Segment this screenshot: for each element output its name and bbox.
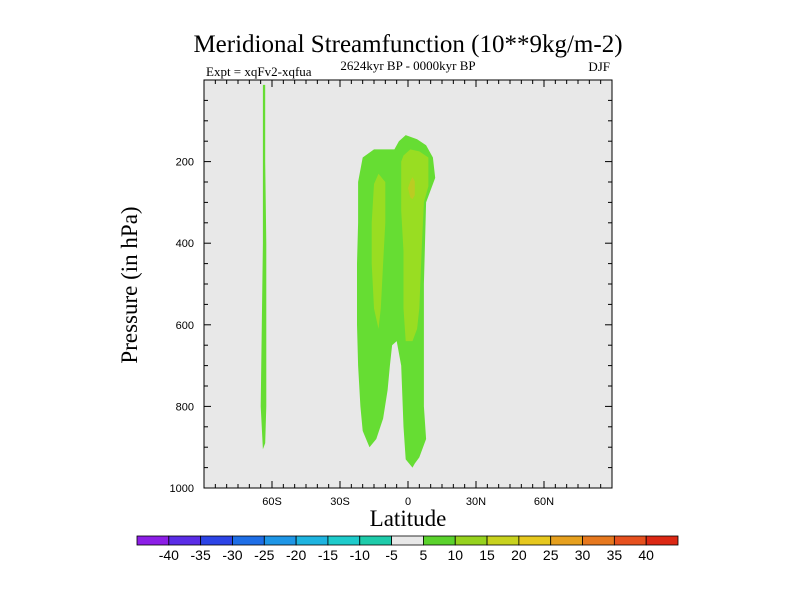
colorbar-label: 35 bbox=[607, 547, 623, 563]
colorbar-swatch bbox=[359, 535, 392, 546]
colorbar-label: -25 bbox=[254, 547, 274, 563]
colorbar-swatch bbox=[550, 535, 583, 546]
colorbar-swatch bbox=[645, 535, 679, 546]
colorbar-label: -15 bbox=[318, 547, 338, 563]
contour-region-4 bbox=[408, 177, 415, 200]
colorbar-label: -20 bbox=[286, 547, 306, 563]
colorbar-swatch bbox=[582, 535, 615, 546]
colorbar-label: 20 bbox=[511, 547, 527, 563]
y-tick-label: 400 bbox=[176, 238, 194, 250]
x-tick-label: 60N bbox=[534, 496, 554, 508]
contour-region-3 bbox=[401, 149, 429, 342]
colorbar-label: -10 bbox=[350, 547, 370, 563]
colorbar-label: 5 bbox=[420, 547, 428, 563]
colorbar-label: 15 bbox=[479, 547, 495, 563]
y-tick-label: 800 bbox=[176, 401, 194, 413]
y-axis-label: Pressure (in hPa) bbox=[117, 206, 142, 363]
x-axis-label: Latitude bbox=[370, 506, 447, 531]
colorbar-swatch bbox=[613, 535, 647, 546]
colorbar-swatch bbox=[423, 535, 456, 546]
chart-title: Meridional Streamfunction (10**9kg/m-2) bbox=[193, 31, 622, 58]
colorbar-swatch bbox=[136, 535, 170, 546]
colorbar-swatch bbox=[263, 535, 297, 546]
colorbar-swatch bbox=[232, 535, 265, 546]
colorbar-swatch bbox=[486, 535, 520, 546]
colorbar-label: -5 bbox=[385, 547, 398, 563]
colorbar-swatch bbox=[327, 535, 361, 546]
colorbar-label: -35 bbox=[191, 547, 211, 563]
contour-region-0 bbox=[260, 84, 267, 450]
colorbar-swatch bbox=[200, 535, 233, 546]
colorbar-label: -40 bbox=[159, 547, 179, 563]
x-tick-label: 0 bbox=[405, 496, 411, 508]
colorbar-swatch bbox=[391, 535, 424, 546]
y-tick-label: 600 bbox=[176, 320, 194, 332]
colorbar-swatch bbox=[168, 535, 202, 546]
colorbar-swatch bbox=[454, 535, 488, 546]
colorbar-label: 40 bbox=[638, 547, 654, 563]
colorbar: -40 -35 -30 -25 -20 -15 -10 -5 5 10 15 20 25 30 35 40 bbox=[136, 535, 679, 563]
x-tick-label: 60S bbox=[262, 496, 282, 508]
left-string: Expt = xqFv2-xqfua bbox=[206, 64, 312, 79]
y-tick-label: 200 bbox=[176, 157, 194, 169]
colorbar-swatch bbox=[295, 535, 329, 546]
colorbar-label: 10 bbox=[447, 547, 463, 563]
axis-ticks: 60S 30S 0 30N 60N 200 400 600 800 1000 bbox=[170, 80, 612, 508]
colorbar-label: -30 bbox=[222, 547, 242, 563]
colorbar-swatch bbox=[518, 535, 552, 546]
right-string: DJF bbox=[588, 59, 610, 74]
contour-region-2 bbox=[371, 173, 386, 329]
x-tick-label: 30N bbox=[466, 496, 486, 508]
y-tick-label: 1000 bbox=[170, 483, 194, 495]
contour-regions bbox=[260, 84, 436, 468]
x-tick-label: 30S bbox=[330, 496, 350, 508]
colorbar-label: 25 bbox=[543, 547, 559, 563]
colorbar-label: 30 bbox=[575, 547, 591, 563]
center-string: 2624kyr BP - 0000kyr BP bbox=[340, 58, 475, 73]
